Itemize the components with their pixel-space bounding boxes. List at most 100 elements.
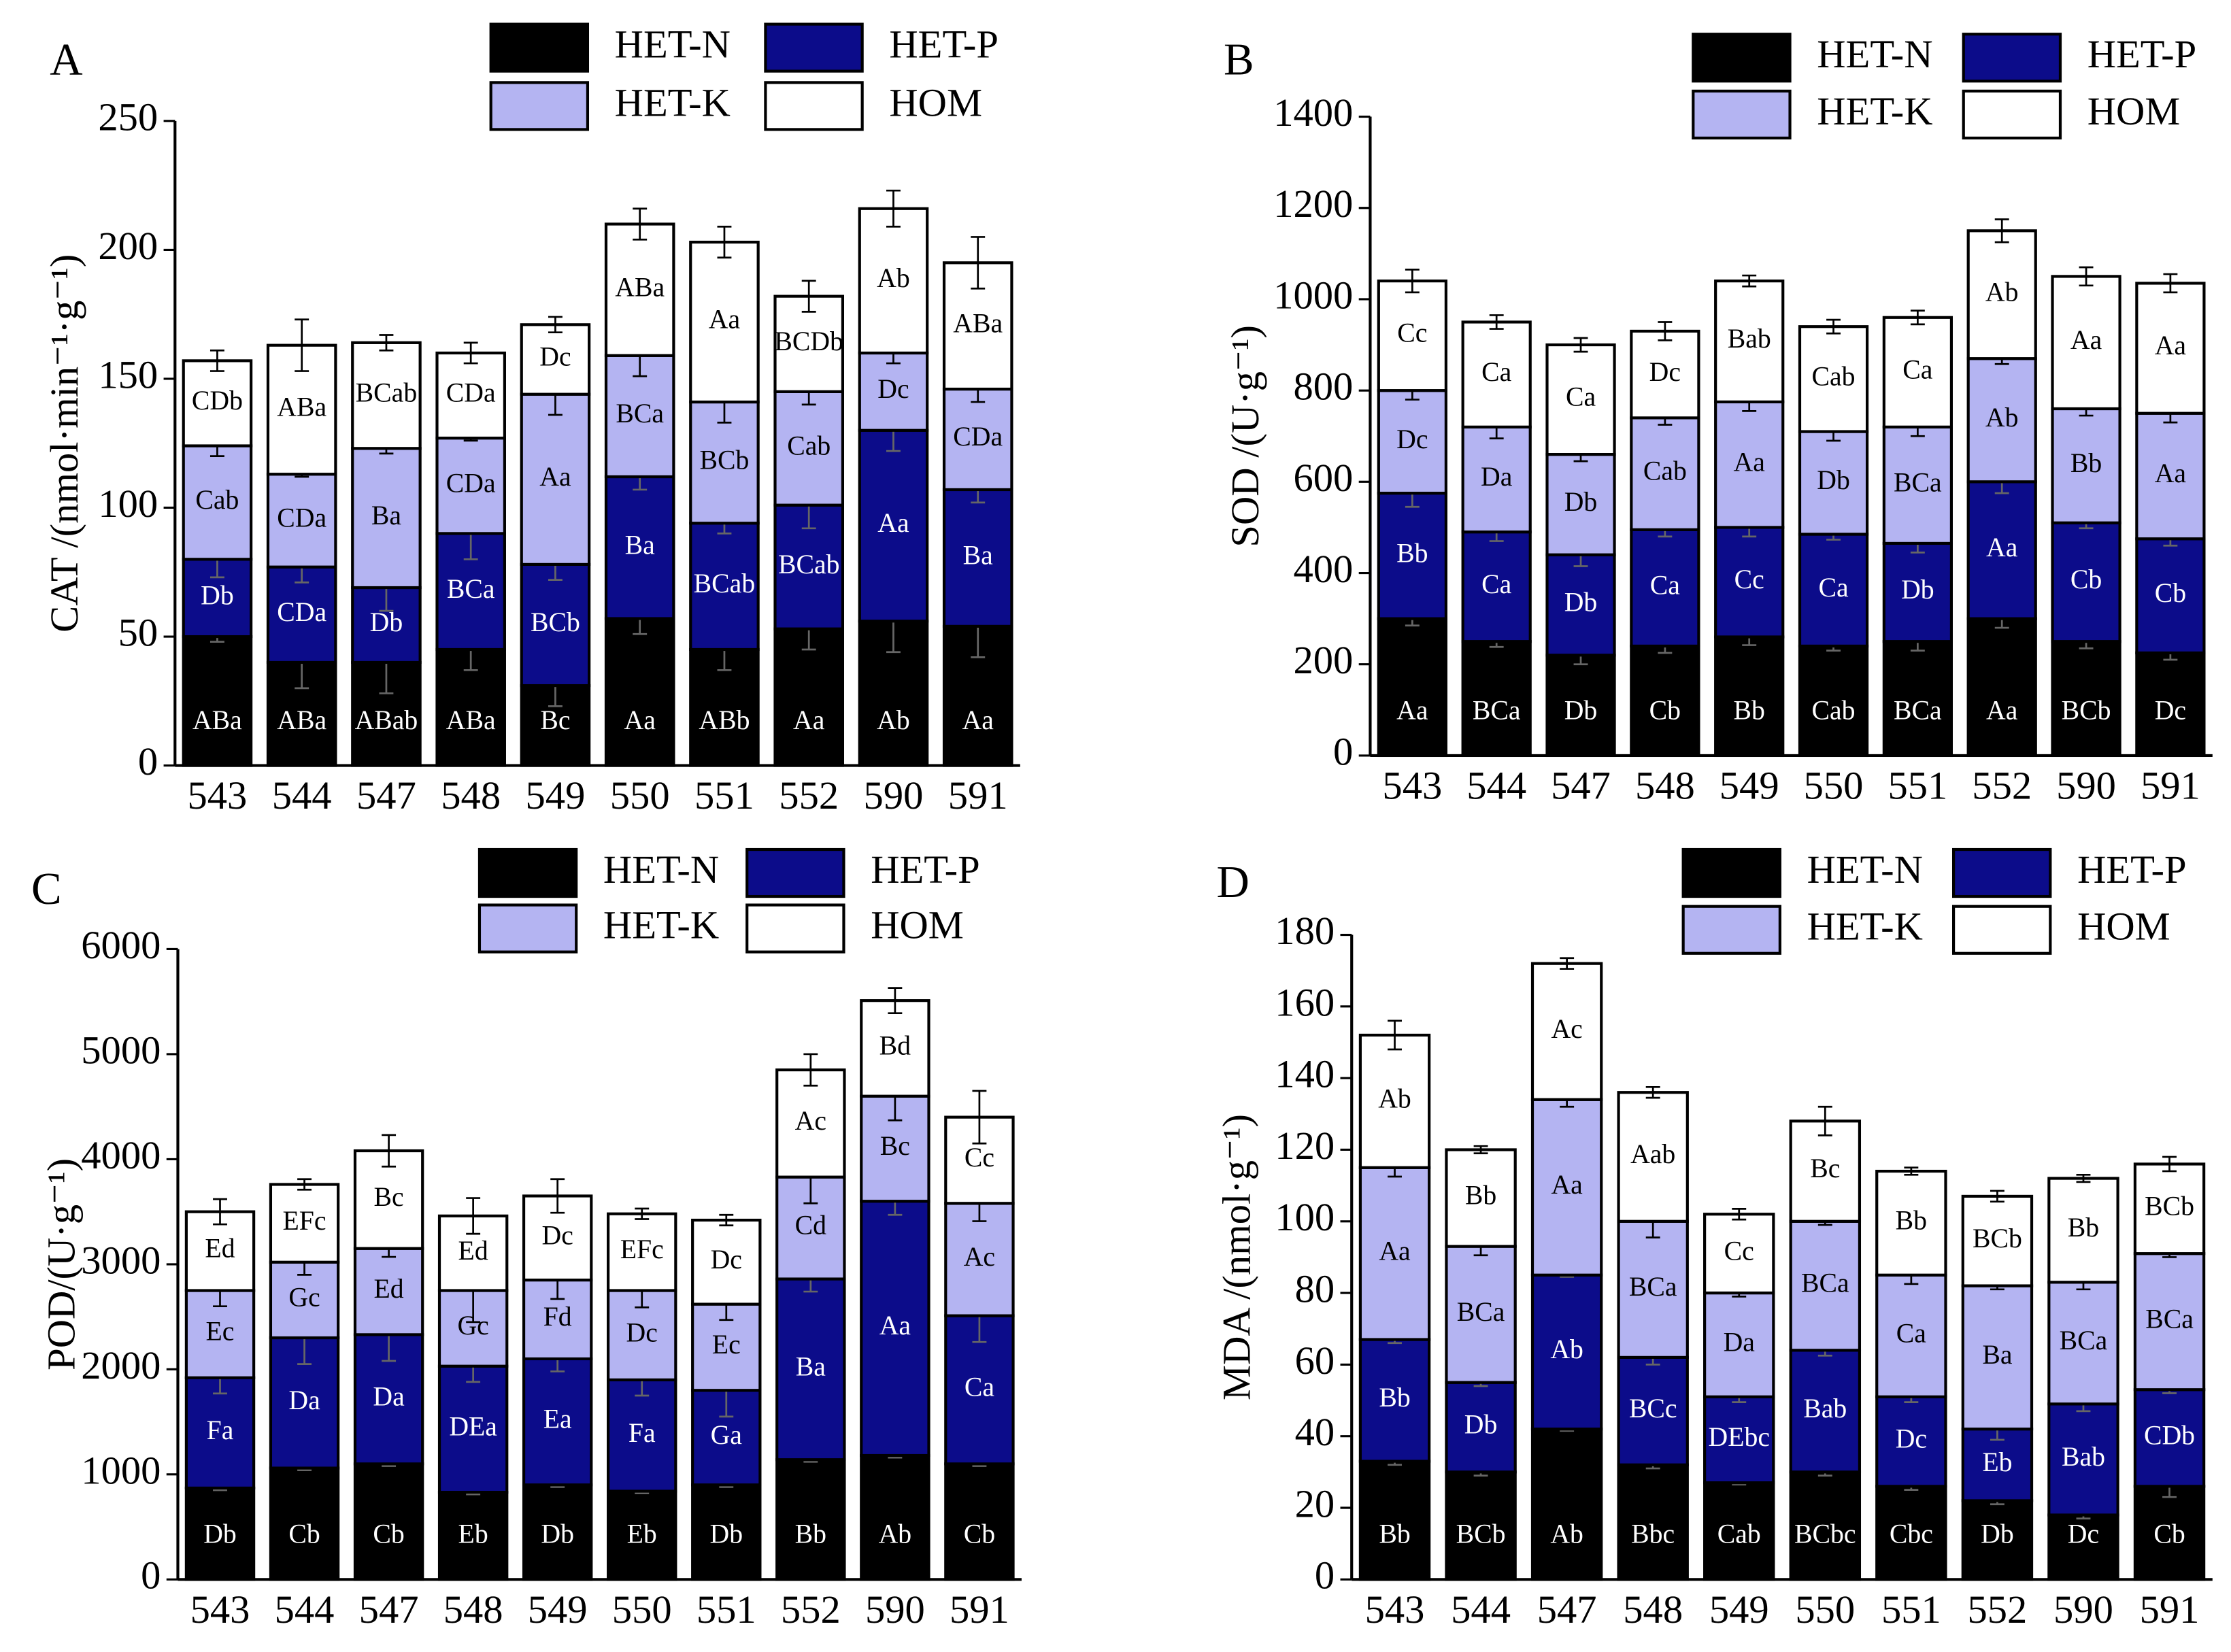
segment-annotation: Dc xyxy=(711,1245,742,1275)
legend-label: HET-P xyxy=(871,847,980,892)
legend-label: HET-P xyxy=(889,22,999,67)
segment-annotation: Bb xyxy=(1379,1383,1410,1413)
segment-annotation: Bbc xyxy=(1631,1519,1675,1549)
y-tick-label: 600 xyxy=(1293,456,1353,500)
y-tick-label: 200 xyxy=(1293,638,1353,682)
bar-segment xyxy=(1630,528,1700,647)
bar-segment xyxy=(1358,1338,1431,1463)
segment-annotation: Bb xyxy=(1734,695,1765,725)
segment-annotation: CDa xyxy=(446,378,496,408)
segment-annotation: Aa xyxy=(709,305,741,335)
y-tick-label: 250 xyxy=(98,95,158,139)
legend-swatch xyxy=(1681,847,1781,898)
bar-segment xyxy=(1377,617,1447,758)
error-bar xyxy=(633,207,648,241)
bar-segment xyxy=(437,1364,509,1494)
segment-annotation: DEbc xyxy=(1709,1422,1770,1452)
bar-segment xyxy=(2135,411,2206,541)
segment-annotation: Ed xyxy=(458,1236,488,1266)
x-tick-label: 543 xyxy=(1382,764,1442,808)
x-tick-label: 547 xyxy=(1537,1587,1597,1632)
y-tick-label: 0 xyxy=(138,739,158,783)
segment-annotation: BCb xyxy=(2062,695,2111,725)
legend-label: HOM xyxy=(2087,89,2181,133)
legend-label: HOM xyxy=(871,903,964,947)
segment-annotation: Aa xyxy=(962,705,994,735)
segment-annotation: BCab xyxy=(356,378,418,408)
segment-annotation: Bb xyxy=(1396,539,1428,569)
segment-annotation: Db xyxy=(709,1519,743,1549)
error-bar xyxy=(213,1198,227,1226)
bar-segment xyxy=(1882,316,1953,428)
error-bar xyxy=(1658,321,1673,341)
legend-swatch xyxy=(764,81,864,131)
bar-segment xyxy=(1875,1273,1947,1398)
y-tick-label: 160 xyxy=(1275,980,1335,1024)
y-axis-label: CAT /(nmol·min⁻¹·g⁻¹) xyxy=(42,254,86,633)
segment-annotation: Aa xyxy=(624,705,656,735)
segment-annotation: Ab xyxy=(1985,277,2019,307)
legend-label: HET-K xyxy=(1807,905,1923,949)
segment-annotation: Dc xyxy=(1396,424,1428,454)
x-tick-label: 590 xyxy=(2056,764,2116,808)
bar-segment xyxy=(691,1483,762,1581)
segment-annotation: Cb xyxy=(2155,578,2186,608)
bar-segment xyxy=(1530,1428,1603,1581)
y-tick-label: 20 xyxy=(1295,1481,1335,1525)
segment-annotation: Cb xyxy=(2153,1519,2185,1549)
bar-segment xyxy=(773,627,845,767)
bar-segment xyxy=(522,1357,593,1487)
x-tick-label: 544 xyxy=(272,773,332,817)
legend-label: HET-N xyxy=(615,22,731,67)
segment-annotation: Ca xyxy=(1896,1318,1926,1348)
legend-swatch xyxy=(489,81,590,131)
segment-annotation: Cb xyxy=(2070,564,2102,594)
bar-segment xyxy=(1358,1033,1431,1169)
segment-annotation: Cb xyxy=(964,1519,995,1549)
legend-swatch xyxy=(764,22,864,73)
segment-annotation: Ca xyxy=(1818,573,1848,603)
x-tick-label: 547 xyxy=(356,773,416,817)
segment-annotation: Dc xyxy=(2155,695,2186,725)
error-bar xyxy=(1994,218,2009,243)
segment-annotation: Dc xyxy=(542,1220,573,1250)
bar-segment xyxy=(1703,1291,1775,1398)
y-tick-label: 100 xyxy=(98,482,158,526)
segment-annotation: Da xyxy=(373,1382,405,1412)
bar-segment xyxy=(1530,1273,1603,1431)
bar-segment xyxy=(1545,343,1616,456)
segment-annotation: ABa xyxy=(277,705,326,735)
segment-annotation: Bb xyxy=(1465,1181,1496,1211)
x-tick-label: 549 xyxy=(528,1587,588,1632)
segment-annotation: BCb xyxy=(531,607,580,637)
segment-annotation: BCDb xyxy=(774,326,843,356)
y-tick-label: 6000 xyxy=(81,923,161,967)
panel-label: A xyxy=(50,35,82,85)
bar-segment xyxy=(1461,425,1532,534)
bar-segment xyxy=(520,562,591,688)
segment-annotation: CDb xyxy=(192,386,243,416)
error-bar xyxy=(972,1090,987,1145)
segment-annotation: Aa xyxy=(2070,325,2102,355)
bar-segment xyxy=(604,222,675,357)
error-bar xyxy=(2162,1156,2177,1173)
error-bar xyxy=(971,236,986,290)
error-bar xyxy=(803,1053,818,1087)
bar-segment xyxy=(775,1277,846,1462)
segment-annotation: ABa xyxy=(953,308,1003,338)
segment-annotation: Cc xyxy=(964,1143,994,1173)
bar-segment xyxy=(2047,1281,2119,1406)
bar-segment xyxy=(1875,1395,1947,1488)
segment-annotation: Dc xyxy=(539,342,571,372)
bar-segment xyxy=(269,1183,340,1264)
x-tick-label: 548 xyxy=(441,773,501,817)
segment-annotation: ABb xyxy=(699,705,750,735)
segment-annotation: CDa xyxy=(277,597,326,627)
legend-swatch xyxy=(1962,33,2062,83)
bar-segment xyxy=(607,1378,677,1493)
segment-annotation: BCa xyxy=(616,399,664,428)
x-tick-label: 552 xyxy=(1972,764,2032,808)
segment-annotation: BCb xyxy=(1973,1224,2022,1253)
bar-segment xyxy=(1882,425,1953,545)
